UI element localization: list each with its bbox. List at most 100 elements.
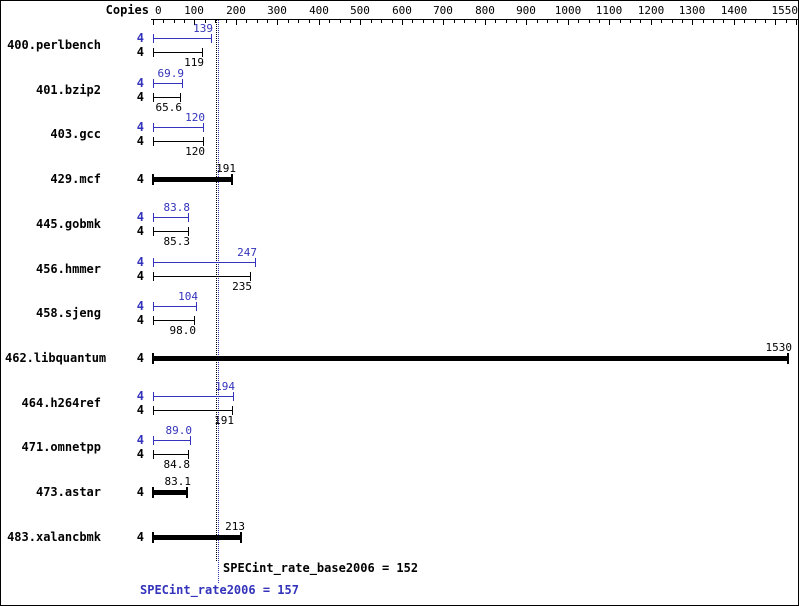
base-value-label: 213 xyxy=(225,520,245,533)
benchmark-label: 473.astar xyxy=(35,485,101,499)
base-bar-right-cap xyxy=(188,450,189,459)
benchmark-label: 456.hmmer xyxy=(35,262,101,276)
benchmark-label: 403.gcc xyxy=(50,127,101,141)
x-axis-tick-label: 100 xyxy=(184,4,204,17)
base-bar-left-cap xyxy=(153,316,154,325)
x-axis-minor-tick xyxy=(371,20,372,23)
x-axis-tick-label: 400 xyxy=(309,4,329,17)
x-axis-major-tick xyxy=(236,20,237,25)
x-axis-line xyxy=(151,19,798,20)
copies-value: 4 xyxy=(136,172,144,186)
x-axis-minor-tick xyxy=(578,20,579,23)
x-axis-minor-tick xyxy=(381,20,382,23)
copies-value: 4 xyxy=(136,76,144,90)
peak-bar-right-cap xyxy=(211,34,212,43)
x-axis-tick-label: 1400 xyxy=(720,4,748,17)
peak-value-label: 89.0 xyxy=(165,424,193,437)
copies-value: 4 xyxy=(136,210,144,224)
x-axis-major-tick xyxy=(692,20,693,25)
x-axis-minor-tick xyxy=(640,20,641,23)
benchmark-label: 471.omnetpp xyxy=(21,440,101,454)
base-only-bar-line xyxy=(153,177,232,182)
base-only-bar-right-cap xyxy=(186,487,188,498)
x-axis-minor-tick xyxy=(506,20,507,23)
x-axis-minor-tick xyxy=(267,20,268,23)
peak-value-label: 83.8 xyxy=(163,201,191,214)
x-axis-minor-tick xyxy=(246,20,247,23)
copies-value: 4 xyxy=(136,389,144,403)
peak-value-label: 69.9 xyxy=(157,67,185,80)
peak-bar-left-cap xyxy=(153,258,154,267)
peak-bar-line xyxy=(153,127,203,128)
x-axis-minor-tick xyxy=(557,20,558,23)
x-axis-minor-tick xyxy=(755,20,756,23)
peak-bar-left-cap xyxy=(153,436,154,445)
base-only-bar-left-cap xyxy=(152,174,154,185)
x-axis-major-tick xyxy=(194,20,195,25)
x-axis-major-tick xyxy=(526,20,527,25)
x-axis-minor-tick xyxy=(392,20,393,23)
x-axis-tick-label: 1300 xyxy=(678,4,706,17)
base-value-label: 65.6 xyxy=(155,101,183,114)
peak-bar-right-cap xyxy=(182,79,183,88)
x-axis-major-tick xyxy=(568,20,569,25)
base-bar-right-cap xyxy=(188,227,189,236)
base-bar-left-cap xyxy=(153,48,154,57)
base-only-bar-left-cap xyxy=(152,487,154,498)
peak-bar-right-cap xyxy=(203,123,204,132)
copies-value: 4 xyxy=(136,313,144,327)
x-axis-minor-tick xyxy=(215,20,216,23)
base-bar-line xyxy=(153,410,232,411)
x-axis-tick-label: 1200 xyxy=(637,4,665,17)
base-bar-line xyxy=(153,320,194,321)
x-axis-minor-tick xyxy=(786,20,787,23)
benchmark-label: 462.libquantum xyxy=(5,351,107,365)
base-bar-right-cap xyxy=(194,316,195,325)
x-axis-major-tick xyxy=(277,20,278,25)
summary-base-text: SPECint_rate_base2006 = 152 xyxy=(223,561,419,575)
x-axis-major-tick xyxy=(402,20,403,25)
x-axis-minor-tick xyxy=(589,20,590,23)
mean-line-peak xyxy=(218,20,219,583)
x-axis-minor-tick xyxy=(765,20,766,23)
benchmark-label: 483.xalancbmk xyxy=(7,530,101,544)
copies-value: 4 xyxy=(136,530,144,544)
x-axis-tick-label: 200 xyxy=(226,4,246,17)
base-bar-left-cap xyxy=(153,272,154,281)
x-axis-major-tick xyxy=(485,20,486,25)
copies-value: 4 xyxy=(136,90,144,104)
peak-value-label: 139 xyxy=(193,22,213,35)
x-axis-minor-tick xyxy=(257,20,258,23)
x-axis-minor-tick xyxy=(423,20,424,23)
x-axis-minor-tick xyxy=(537,20,538,23)
x-axis-major-tick xyxy=(651,20,652,25)
x-axis-minor-tick xyxy=(454,20,455,23)
x-axis-major-tick xyxy=(153,20,154,25)
x-axis-tick-label: 800 xyxy=(475,4,495,17)
x-axis-minor-tick xyxy=(309,20,310,23)
copies-value: 4 xyxy=(136,134,144,148)
base-bar-line xyxy=(153,276,250,277)
base-value-label: 191 xyxy=(216,162,236,175)
x-axis-minor-tick xyxy=(288,20,289,23)
x-axis-major-tick xyxy=(319,20,320,25)
x-axis-minor-tick xyxy=(184,20,185,23)
x-axis-minor-tick xyxy=(174,20,175,23)
peak-bar-right-cap xyxy=(233,392,234,401)
base-bar-left-cap xyxy=(153,450,154,459)
copies-value: 4 xyxy=(136,447,144,461)
benchmark-label: 400.perlbench xyxy=(7,38,101,52)
x-axis-minor-tick xyxy=(226,20,227,23)
x-axis-minor-tick xyxy=(298,20,299,23)
peak-value-label: 120 xyxy=(185,111,205,124)
benchmark-label: 445.gobmk xyxy=(35,217,101,231)
base-only-bar-line xyxy=(153,535,241,540)
base-bar-right-cap xyxy=(202,48,203,57)
copies-column-header: Copies xyxy=(105,3,149,17)
x-axis-major-tick xyxy=(609,20,610,25)
base-only-bar-right-cap xyxy=(231,174,233,185)
x-axis-minor-tick xyxy=(464,20,465,23)
x-axis-tick-label: 500 xyxy=(350,4,370,17)
x-axis-tick-label: 700 xyxy=(433,4,453,17)
base-bar-right-cap xyxy=(232,406,233,415)
